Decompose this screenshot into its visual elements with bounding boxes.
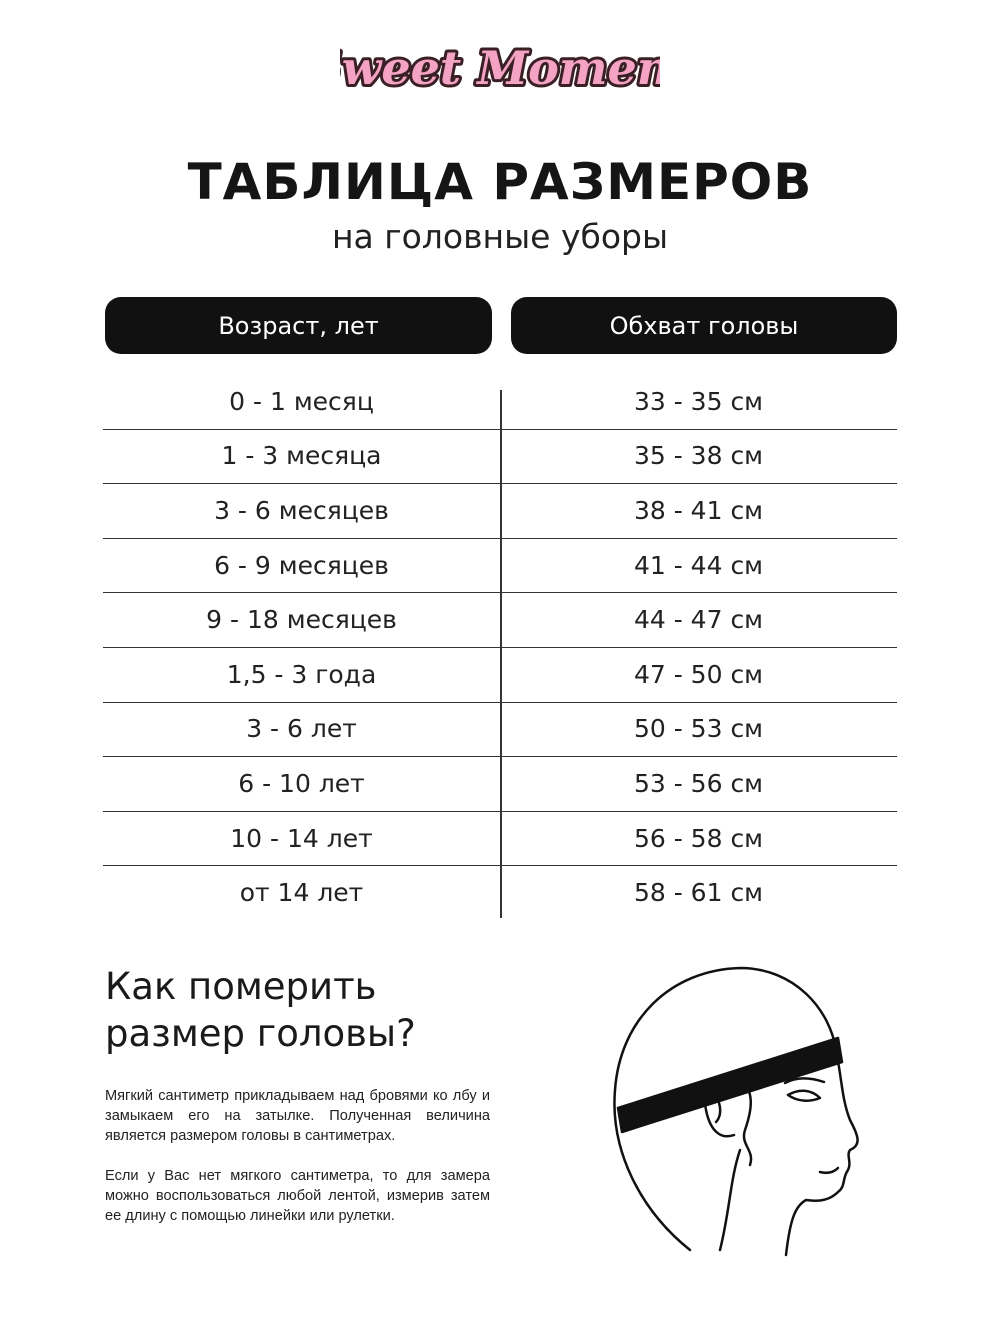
- how-to-measure-heading: Как померить размер головы?: [105, 963, 416, 1057]
- table-row: 6 - 9 месяцев 41 - 44 см: [103, 538, 897, 594]
- header-age: Возраст, лет: [105, 297, 492, 354]
- age-cell: 9 - 18 месяцев: [206, 605, 397, 635]
- brand-logo: Sweet Moment: [340, 38, 660, 98]
- circumference-cell: 38 - 41 см: [633, 495, 764, 525]
- circumference-cell: 56 - 58 см: [633, 823, 764, 853]
- age-cell: 3 - 6 лет: [246, 714, 357, 744]
- column-divider: [500, 390, 502, 918]
- circumference-cell: 41 - 44 см: [633, 550, 764, 580]
- age-cell: 1 - 3 месяца: [221, 441, 382, 471]
- heading-line: размер головы?: [105, 1012, 416, 1055]
- age-cell: 10 - 14 лет: [230, 823, 373, 853]
- header-head-circumference: Обхват головы: [511, 297, 897, 354]
- page-subtitle: на головные уборы: [331, 217, 669, 256]
- age-cell: 0 - 1 месяц: [229, 386, 374, 416]
- instructions: Мягкий сантиметр прикладываем над бровям…: [105, 1086, 490, 1246]
- circumference-cell: 58 - 61 см: [633, 878, 764, 908]
- age-cell: от 14 лет: [239, 878, 364, 908]
- age-cell: 1,5 - 3 года: [226, 659, 377, 689]
- circumference-cell: 35 - 38 см: [633, 441, 764, 471]
- circumference-cell: 44 - 47 см: [633, 605, 764, 635]
- instruction-paragraph: Мягкий сантиметр прикладываем над бровям…: [105, 1088, 490, 1144]
- age-cell: 6 - 9 месяцев: [214, 550, 389, 580]
- logo-text: Sweet Moment: [340, 41, 660, 95]
- circumference-cell: 53 - 56 см: [633, 768, 764, 798]
- heading-line: Как померить: [105, 965, 377, 1008]
- head-measurement-illustration: [613, 966, 859, 1257]
- age-cell: 6 - 10 лет: [238, 768, 365, 798]
- circumference-cell: 50 - 53 см: [633, 714, 764, 744]
- table-row: 0 - 1 месяц 33 - 35 см: [103, 374, 897, 430]
- table-row: от 14 лет 58 - 61 см: [103, 865, 897, 920]
- page-title: ТАБЛИЦА РАЗМЕРОВ: [187, 153, 813, 211]
- instruction-paragraph: Если у Вас нет мягкого сантиметра, то дл…: [105, 1168, 490, 1224]
- table-row: 10 - 14 лет 56 - 58 см: [103, 811, 897, 867]
- table-row: 1,5 - 3 года 47 - 50 см: [103, 647, 897, 703]
- table-row: 9 - 18 месяцев 44 - 47 см: [103, 592, 897, 648]
- circumference-cell: 47 - 50 см: [633, 659, 764, 689]
- age-cell: 3 - 6 месяцев: [214, 495, 389, 525]
- circumference-cell: 33 - 35 см: [633, 386, 764, 416]
